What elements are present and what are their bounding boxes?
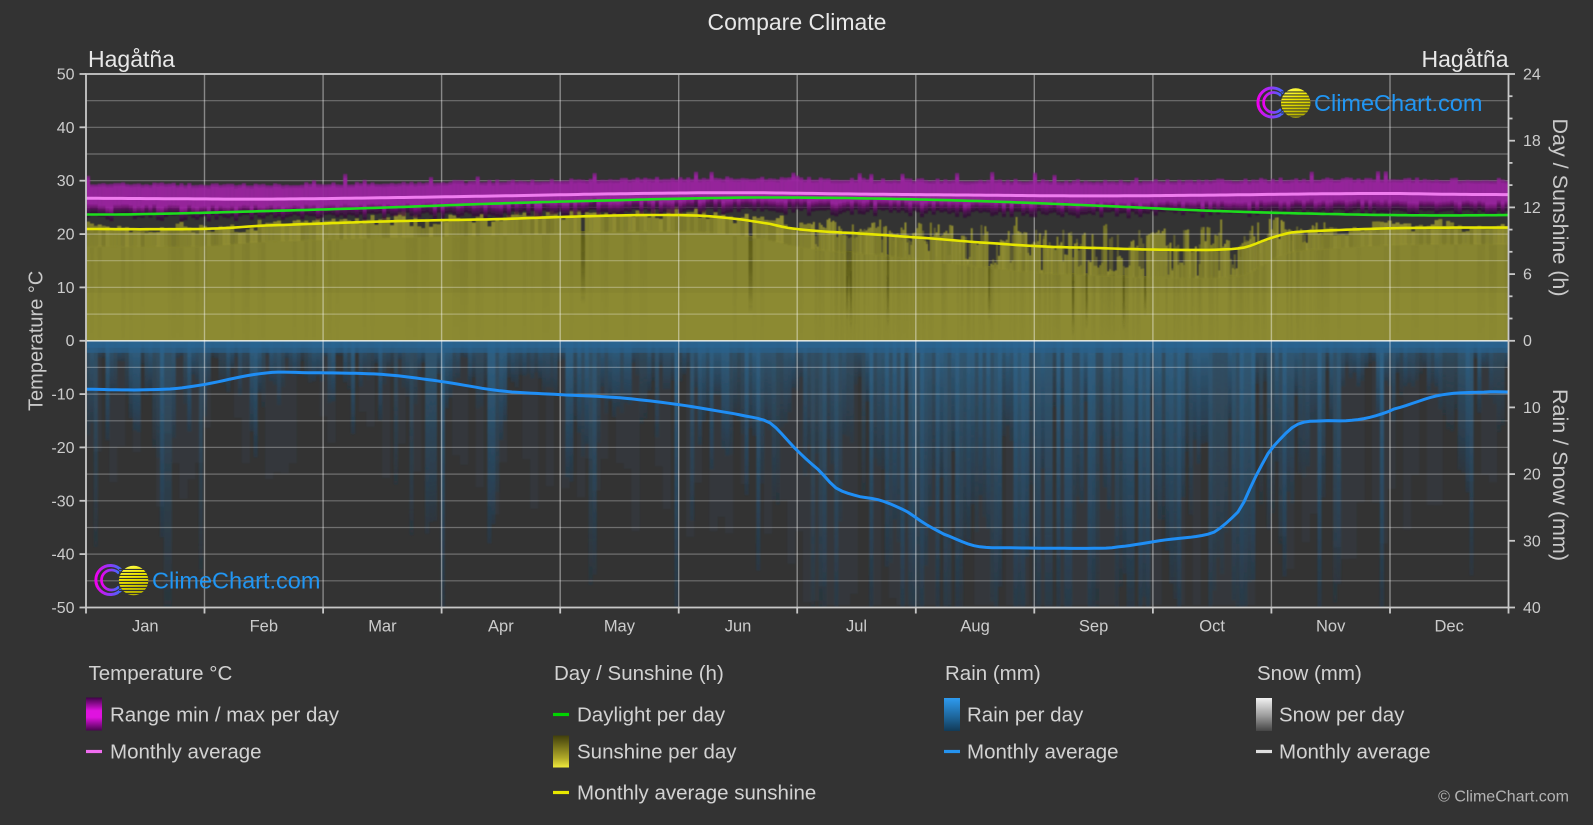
svg-text:Temperature °C: Temperature °C (89, 662, 233, 685)
svg-text:Daylight per day: Daylight per day (577, 704, 726, 727)
svg-text:40: 40 (57, 120, 75, 137)
svg-text:Hagåtña: Hagåtña (88, 46, 175, 72)
svg-text:12: 12 (1523, 200, 1541, 217)
svg-text:Range min / max per day: Range min / max per day (110, 704, 340, 727)
svg-text:10: 10 (57, 280, 75, 297)
svg-text:30: 30 (57, 173, 75, 190)
svg-text:Hagåtña: Hagåtña (1422, 46, 1509, 72)
svg-text:-50: -50 (51, 600, 74, 617)
svg-text:Dec: Dec (1435, 618, 1464, 636)
svg-text:-30: -30 (51, 493, 74, 510)
svg-text:Sunshine per day: Sunshine per day (577, 741, 737, 764)
svg-text:20: 20 (1523, 467, 1541, 484)
svg-text:May: May (604, 618, 636, 636)
svg-text:© ClimeChart.com: © ClimeChart.com (1438, 789, 1569, 806)
svg-text:Rain (mm): Rain (mm) (945, 662, 1041, 685)
svg-text:-20: -20 (51, 440, 74, 457)
svg-text:Jun: Jun (725, 618, 752, 636)
svg-text:24: 24 (1523, 67, 1541, 84)
svg-text:-10: -10 (51, 387, 74, 404)
svg-text:Apr: Apr (488, 618, 514, 636)
svg-text:Monthly average: Monthly average (110, 741, 262, 764)
svg-text:20: 20 (57, 227, 75, 244)
svg-text:Nov: Nov (1316, 618, 1346, 636)
svg-text:Snow per day: Snow per day (1279, 704, 1405, 727)
svg-text:0: 0 (1523, 333, 1532, 350)
svg-text:-40: -40 (51, 547, 74, 564)
svg-text:Day / Sunshine (h): Day / Sunshine (h) (554, 662, 724, 685)
svg-text:Oct: Oct (1199, 618, 1225, 636)
svg-text:50: 50 (57, 67, 75, 84)
svg-text:Rain / Snow (mm): Rain / Snow (mm) (1548, 389, 1572, 561)
svg-text:Sep: Sep (1079, 618, 1108, 636)
svg-text:30: 30 (1523, 533, 1541, 550)
svg-text:Rain per day: Rain per day (967, 704, 1084, 727)
svg-text:Feb: Feb (250, 618, 278, 636)
svg-text:10: 10 (1523, 400, 1541, 417)
svg-text:Temperature °C: Temperature °C (26, 271, 48, 411)
svg-text:ClimeChart.com: ClimeChart.com (152, 568, 320, 594)
svg-text:40: 40 (1523, 600, 1541, 617)
svg-text:Aug: Aug (960, 618, 989, 636)
svg-text:Jul: Jul (846, 618, 867, 636)
svg-text:Day / Sunshine (h): Day / Sunshine (h) (1548, 118, 1572, 296)
svg-text:18: 18 (1523, 133, 1541, 150)
svg-text:Mar: Mar (368, 618, 397, 636)
svg-text:Monthly average: Monthly average (1279, 741, 1431, 764)
svg-text:Jan: Jan (132, 618, 159, 636)
svg-text:Compare Climate: Compare Climate (708, 9, 887, 35)
svg-text:6: 6 (1523, 267, 1532, 284)
svg-text:Snow (mm): Snow (mm) (1257, 662, 1362, 685)
svg-text:ClimeChart.com: ClimeChart.com (1314, 90, 1482, 116)
svg-text:0: 0 (66, 333, 75, 350)
svg-text:Monthly average: Monthly average (967, 741, 1119, 764)
svg-text:Monthly average sunshine: Monthly average sunshine (577, 782, 816, 805)
